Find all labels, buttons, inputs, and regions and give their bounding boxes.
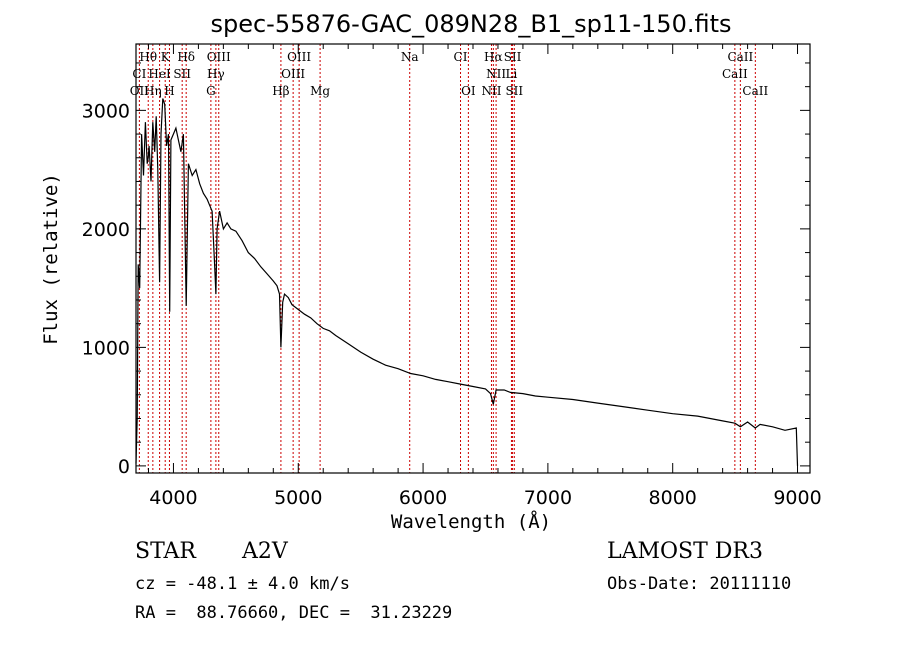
x-axis-label: Wavelength (Å) bbox=[391, 510, 551, 533]
spectral-line-label: Hη bbox=[144, 84, 162, 98]
x-tick-label: 7000 bbox=[524, 487, 572, 509]
spectral-line-label: G bbox=[206, 84, 216, 98]
object-subclass: A2V bbox=[242, 539, 288, 564]
spectral-line-label: OI bbox=[461, 84, 476, 98]
spectral-line-label: OIII bbox=[281, 67, 305, 81]
spectral-line-label: Na bbox=[401, 50, 419, 64]
plot-frame bbox=[135, 43, 811, 474]
x-tick-label: 4000 bbox=[149, 487, 197, 509]
spectral-line-label: CI bbox=[454, 50, 468, 64]
spectral-line-label: H bbox=[164, 84, 174, 98]
x-tick-label: 6000 bbox=[399, 487, 447, 509]
y-tick-label: 1000 bbox=[82, 337, 130, 359]
y-tick-label: 2000 bbox=[82, 219, 130, 241]
spectral-line-label: OIII bbox=[287, 50, 311, 64]
spectral-line-markers bbox=[138, 44, 756, 473]
survey-name: LAMOST DR3 bbox=[607, 539, 763, 564]
spectral-line-label: SII bbox=[173, 67, 191, 81]
y-tick-label: 3000 bbox=[82, 100, 130, 122]
spectral-line-label: CaII bbox=[742, 84, 768, 98]
spectral-line-label: Hθ bbox=[139, 50, 157, 64]
spectral-line-label: Hδ bbox=[177, 50, 195, 64]
spectral-line-label: Hβ bbox=[272, 84, 289, 98]
x-tick-label: 9000 bbox=[773, 487, 821, 509]
spectral-line-label: Hγ bbox=[207, 67, 225, 81]
spectral-line-label: SII bbox=[504, 50, 522, 64]
spectral-line-label: CaII bbox=[727, 50, 753, 64]
spectral-line-label: CI bbox=[132, 67, 146, 81]
spectral-line-label: Li bbox=[506, 67, 518, 81]
spectral-line-label: OII bbox=[130, 84, 150, 98]
spectral-line-label: Mg bbox=[310, 84, 330, 98]
spectral-line-label: NII bbox=[481, 84, 501, 98]
chart-title: spec-55876-GAC_089N28_B1_sp11-150.fits bbox=[210, 10, 731, 38]
sky-coordinates: RA = 88.76660, DEC = 31.23229 bbox=[135, 603, 453, 623]
y-tick-label: 0 bbox=[118, 456, 130, 478]
y-axis-label: Flux (relative) bbox=[40, 173, 62, 345]
spectral-line-label: HeI bbox=[148, 67, 171, 81]
object-class: STAR bbox=[135, 539, 196, 564]
observation-date: Obs-Date: 20111110 bbox=[607, 574, 792, 594]
spectral-line-label: CaII bbox=[722, 67, 748, 81]
spectral-line-label: K bbox=[161, 50, 171, 64]
spectral-line-label: Hα bbox=[484, 50, 503, 64]
spectral-line-label: SII bbox=[505, 84, 523, 98]
flux-series-line bbox=[135, 98, 799, 466]
x-tick-label: 5000 bbox=[274, 487, 322, 509]
spectral-line-label: NII bbox=[486, 67, 506, 81]
x-tick-label: 8000 bbox=[649, 487, 697, 509]
x-axis-ticks: 4000 5000 6000 7000 8000 9000 bbox=[147, 44, 822, 509]
redshift-cz: cz = -48.1 ± 4.0 km/s bbox=[135, 574, 350, 594]
y-axis-ticks: 0 1000 2000 3000 bbox=[82, 62, 810, 478]
spectral-line-label: OIII bbox=[207, 50, 231, 64]
